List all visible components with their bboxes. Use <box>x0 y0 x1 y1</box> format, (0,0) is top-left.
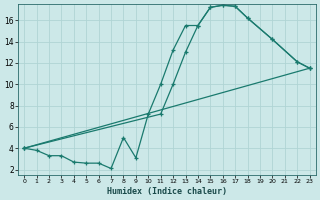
X-axis label: Humidex (Indice chaleur): Humidex (Indice chaleur) <box>107 187 227 196</box>
